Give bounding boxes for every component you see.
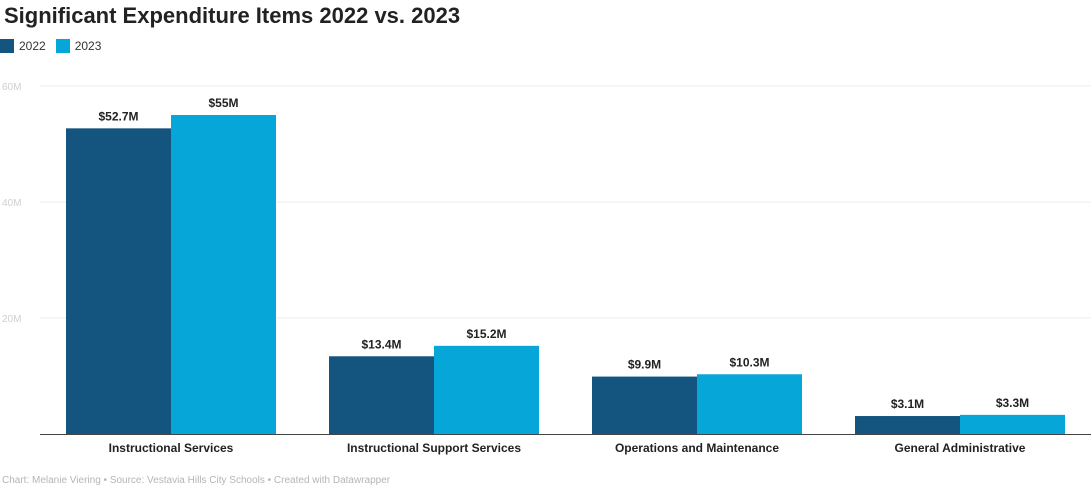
data-label: $3.1M <box>891 397 924 411</box>
data-label: $3.3M <box>996 396 1029 410</box>
legend-swatch-2022 <box>0 39 14 53</box>
data-label: $13.4M <box>361 337 401 351</box>
x-tick-label: Instructional Services <box>109 441 234 455</box>
bar-2023-3 <box>697 374 802 434</box>
legend-item-2023: 2023 <box>55 39 102 53</box>
x-tick-label: Operations and Maintenance <box>615 441 779 455</box>
data-label: $15.2M <box>466 327 506 341</box>
bar-2023-4 <box>960 414 1065 434</box>
y-tick-label: 60M <box>2 82 21 93</box>
legend-label-2022: 2022 <box>19 39 46 53</box>
data-label: $9.9M <box>628 358 661 372</box>
y-tick-label: 40M <box>2 198 21 209</box>
data-label: $52.7M <box>98 109 138 123</box>
legend: 2022 2023 <box>0 39 111 53</box>
x-tick-label: General Administrative <box>895 441 1026 455</box>
legend-item-2022: 2022 <box>0 39 46 53</box>
chart-title: Significant Expenditure Items 2022 vs. 2… <box>4 3 461 28</box>
bar-2023-1 <box>171 115 276 434</box>
bar-2022-3 <box>592 376 697 434</box>
bar-2022-2 <box>329 356 434 434</box>
legend-label-2023: 2023 <box>74 39 102 53</box>
legend-swatch-2023 <box>55 39 70 53</box>
y-tick-label: 20M <box>2 314 21 325</box>
data-label: $55M <box>208 96 238 110</box>
data-label: $10.3M <box>729 355 769 369</box>
chart-footer: Chart: Melanie Viering • Source: Vestavi… <box>2 475 391 486</box>
x-tick-label: Instructional Support Services <box>347 441 521 455</box>
bar-2022-1 <box>66 128 171 434</box>
bar-2023-2 <box>434 345 539 434</box>
bar-2022-4 <box>855 416 960 434</box>
